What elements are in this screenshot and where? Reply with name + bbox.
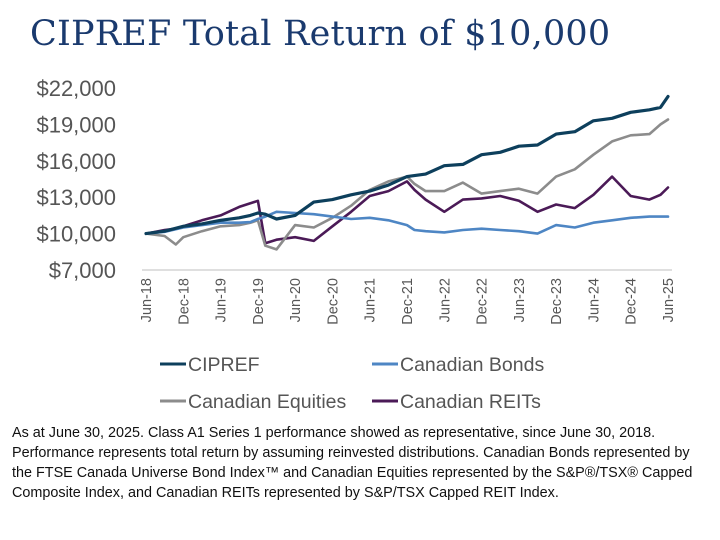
legend-label: Canadian REITs — [400, 391, 541, 413]
line-chart: $7,000 $10,000 $13,000 $16,000 $19,000 $22,00… — [36, 76, 677, 413]
x-tick-label: Dec-19 — [251, 278, 267, 325]
y-tick-label: $13,000 — [36, 185, 116, 210]
footnote: As at June 30, 2025. Class A1 Series 1 p… — [12, 425, 693, 501]
y-tick-label: $7,000 — [49, 258, 116, 283]
x-tick-label: Dec-21 — [400, 278, 416, 325]
x-tick-label: Dec-18 — [176, 278, 192, 325]
x-tick-label: Jun-20 — [288, 278, 304, 322]
x-tick-label: Dec-24 — [624, 278, 640, 325]
legend-label: CIPREF — [188, 354, 260, 376]
series-line-canadian-reits — [144, 175, 670, 245]
x-tick-label: Jun-25 — [661, 278, 677, 322]
x-tick-label: Jun-23 — [512, 278, 528, 322]
x-tick-label: Dec-20 — [325, 278, 341, 325]
series-line-cipref — [144, 94, 670, 236]
legend-label: Canadian Bonds — [400, 354, 544, 376]
series-line-canadian-bonds — [144, 210, 670, 235]
y-tick-label: $19,000 — [36, 112, 116, 137]
x-axis: Jun-18 Dec-18 Jun-19 Dec-19 Jun-20 Dec-20 Jun-… — [139, 269, 677, 325]
x-tick-label: Jun-24 — [586, 278, 602, 322]
legend: CIPREF Canadian Bonds Canadian Equities Can… — [160, 354, 544, 413]
x-tick-label: Dec-22 — [475, 278, 491, 325]
y-tick-label: $16,000 — [36, 149, 116, 174]
y-axis-labels: $7,000 $10,000 $13,000 $16,000 $19,000 $22,00… — [36, 76, 116, 283]
y-tick-label: $22,000 — [36, 76, 116, 101]
y-tick-label: $10,000 — [36, 222, 116, 247]
x-tick-label: Jun-19 — [214, 278, 230, 322]
x-tick-label: Jun-22 — [437, 278, 453, 322]
series-line-canadian-equities — [144, 118, 670, 251]
x-tick-label: Jun-18 — [139, 278, 155, 322]
x-tick-label: Jun-21 — [363, 278, 379, 322]
x-tick-label: Dec-23 — [549, 278, 565, 325]
series-lines — [144, 94, 670, 251]
chart-title: CIPREF Total Return of $10,000 — [30, 14, 611, 54]
legend-label: Canadian Equities — [188, 391, 347, 413]
